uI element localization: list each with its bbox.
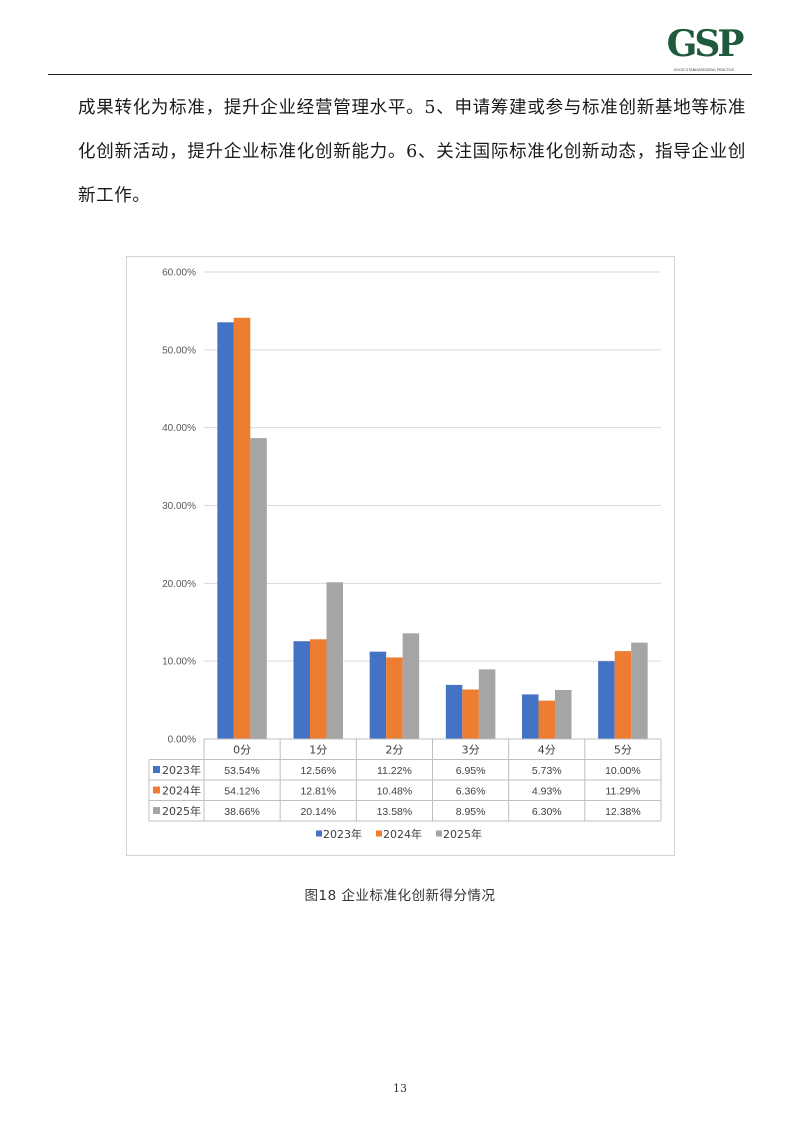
data-label: 54.12%	[224, 786, 260, 798]
gsp-logo: GSP GOOD STANDARDIZING PRACTICE	[664, 18, 748, 74]
logo-tagline: GOOD STANDARDIZING PRACTICE	[674, 68, 736, 72]
bar	[233, 317, 251, 739]
table-series-name: 2024年	[162, 784, 201, 798]
bar	[293, 641, 310, 739]
data-label: 10.00%	[605, 765, 641, 777]
chart-frame: 0.00% 10.00% 20.00% 30.00% 40.00% 50.00% 60.00…	[126, 256, 675, 856]
gsp-logo-graphic: GSP GOOD STANDARDIZING PRACTICE	[667, 23, 748, 72]
table-legend-key	[153, 766, 160, 773]
legend-label: 2025年	[443, 827, 482, 841]
figure-caption: 图18 企业标准化创新得分情况	[304, 888, 496, 904]
data-label: 4.93%	[532, 786, 562, 798]
data-label: 53.54%	[224, 765, 260, 777]
legend-label: 2023年	[323, 827, 362, 841]
y-tick-label: 0.00%	[168, 735, 196, 746]
y-tick-label: 50.00%	[162, 345, 196, 356]
body-paragraph: 成果转化为标准，提升企业经营管理水平。5、申请筹建或参与标准创新基地等标准化创新…	[78, 98, 746, 206]
y-tick-label: 40.00%	[162, 423, 196, 434]
data-label: 20.14%	[300, 806, 336, 818]
legend-label: 2024年	[383, 827, 422, 841]
data-label: 6.95%	[456, 765, 486, 777]
bar	[598, 661, 615, 739]
bar	[369, 651, 387, 739]
data-label: 6.30%	[532, 806, 562, 818]
data-label: 38.66%	[224, 806, 260, 818]
data-label: 12.38%	[605, 806, 641, 818]
category-label: 0分	[233, 744, 251, 757]
bar	[555, 689, 572, 739]
bar	[614, 651, 632, 739]
legend-key	[316, 830, 322, 837]
bar	[445, 684, 463, 739]
header-divider	[48, 74, 752, 75]
data-label: 11.29%	[605, 786, 640, 798]
bar	[217, 322, 234, 739]
table-series-name: 2025年	[162, 804, 201, 818]
table-series-name: 2023年	[162, 763, 201, 777]
category-label: 3分	[462, 744, 480, 757]
bar	[538, 700, 555, 739]
y-tick-label: 30.00%	[162, 501, 196, 512]
data-label: 12.56%	[300, 765, 336, 777]
bar-chart: 0.00% 10.00% 20.00% 30.00% 40.00% 50.00% 60.00…	[148, 268, 662, 841]
bar	[326, 582, 343, 739]
legend-key	[376, 830, 382, 837]
y-tick-label: 60.00%	[162, 268, 196, 279]
data-label: 8.95%	[456, 806, 486, 818]
table-legend-key	[153, 807, 160, 814]
category-label: 2分	[385, 744, 403, 757]
logo-letters: GSP	[667, 23, 744, 65]
bar	[631, 642, 648, 739]
bar	[462, 689, 479, 739]
data-label: 13.58%	[377, 806, 413, 818]
page-number: 13	[393, 1082, 407, 1095]
data-label: 5.73%	[532, 765, 562, 777]
bar	[386, 657, 403, 739]
category-label: 4分	[538, 744, 556, 757]
bar	[478, 669, 496, 739]
y-tick-label: 10.00%	[162, 657, 196, 668]
data-label: 12.81%	[300, 786, 336, 798]
category-label: 5分	[614, 744, 632, 757]
bar	[250, 438, 267, 739]
bar	[402, 633, 420, 739]
table-legend-key	[153, 786, 160, 794]
category-label: 1分	[309, 744, 327, 757]
data-label: 10.48%	[377, 786, 413, 798]
legend-key	[436, 830, 442, 837]
bar	[522, 694, 539, 739]
data-label: 6.36%	[456, 786, 486, 798]
bar	[310, 639, 327, 739]
y-tick-label: 20.00%	[162, 579, 196, 590]
data-label: 11.22%	[377, 765, 412, 777]
